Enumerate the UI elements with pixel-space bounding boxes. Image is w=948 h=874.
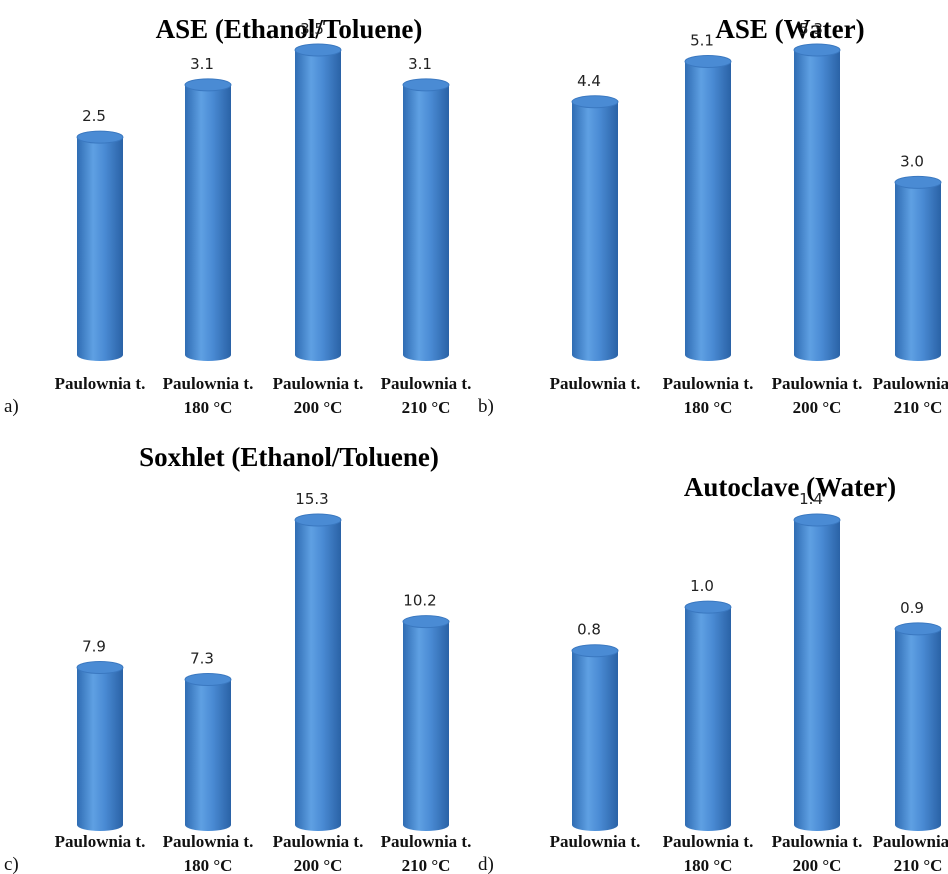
bar: [793, 513, 841, 831]
bar: [184, 78, 232, 361]
value-label: 10.2: [403, 592, 436, 610]
bar-top: [894, 622, 942, 636]
chart: Soxhlet (Ethanol/Toluene) 7.9 7.3 15.3 10.2: [76, 442, 450, 831]
bar: [793, 43, 841, 361]
bar: [684, 55, 732, 362]
bar-body: [403, 621, 449, 831]
value-label: 15.3: [295, 490, 328, 508]
bar-body: [572, 101, 618, 361]
bar-body: [185, 84, 231, 361]
x-tick-label: Paulownia t. 200 °C: [272, 374, 364, 417]
value-label: 3.5: [300, 20, 324, 38]
bar-body: [185, 679, 231, 831]
value-label: 1.0: [690, 577, 714, 595]
x-tick-label: Paulownia t.: [54, 374, 146, 393]
bar-top: [571, 644, 619, 658]
bar-body: [572, 650, 618, 831]
value-label: 1.4: [799, 490, 823, 508]
bar-body: [295, 50, 341, 361]
chart-panel: Soxhlet (Ethanol/Toluene) 7.9 7.3 15.3 10.2 P…: [0, 437, 474, 874]
value-label: 7.9: [82, 638, 106, 656]
x-tick-label: Paulownia t. 180 °C: [162, 374, 254, 417]
chart-title: ASE (Water): [715, 14, 864, 44]
bar: [894, 175, 942, 361]
x-tick-label: Paulownia t. 180 °C: [662, 374, 754, 417]
bar-top: [184, 672, 232, 686]
value-label: 7.3: [190, 649, 214, 667]
bar-top: [294, 513, 342, 527]
bar-body: [77, 137, 123, 361]
bar-body: [77, 667, 123, 831]
chart-panel: Autoclave (Water) 0.8 1.0 1.4 0.9 Paulownia t…: [474, 437, 948, 874]
panel-label: c): [4, 854, 19, 874]
value-label: 4.4: [577, 72, 601, 90]
x-tick-label: Paulownia t. 200 °C: [771, 832, 863, 874]
x-tick-label: Paulownia t. 180 °C: [662, 832, 754, 874]
bar-top: [793, 513, 841, 527]
bar-top: [294, 43, 342, 57]
bar: [76, 130, 124, 361]
x-tick-label: Paulownia t. 210 °C: [380, 832, 472, 874]
bar-top: [684, 55, 732, 69]
bar: [294, 43, 342, 361]
x-tick-label: Paulownia t. 200 °C: [272, 832, 364, 874]
bar-top: [684, 600, 732, 614]
bar-top: [76, 661, 124, 675]
bar-body: [895, 628, 941, 831]
x-tick-label: Paulownia t.: [549, 832, 641, 851]
value-label: 0.8: [577, 621, 601, 639]
panel-label: b): [478, 396, 494, 417]
bar-body: [685, 607, 731, 831]
bar-top: [793, 43, 841, 57]
bar: [684, 600, 732, 831]
bar: [571, 95, 619, 361]
chart: ASE (Water) 4.4 5.1 5.3 3.0: [571, 14, 942, 362]
x-tick-label: Paulownia t. 210 °C: [872, 374, 948, 417]
x-tick-label: Paulownia t. 210 °C: [380, 374, 472, 417]
panel-label: d): [478, 854, 494, 874]
value-label: 2.5: [82, 107, 106, 125]
bar-top: [402, 78, 450, 92]
bar-body: [295, 520, 341, 831]
bar-body: [403, 84, 449, 361]
value-label: 5.1: [690, 32, 714, 50]
panel-label: a): [4, 396, 19, 417]
x-tick-label: Paulownia t. 200 °C: [771, 374, 863, 417]
value-label: 3.1: [190, 55, 214, 73]
bar: [402, 615, 450, 831]
x-tick-label: Paulownia t.: [549, 374, 641, 393]
bar-body: [685, 61, 731, 362]
bar-top: [894, 175, 942, 189]
chart-panel: ASE (Water) 4.4 5.1 5.3 3.0 Paulownia t. Paulo…: [474, 0, 948, 437]
chart-panel: ASE (Ethanol/Toluene) 2.5 3.1 3.5 3.1 Paulown…: [0, 0, 474, 437]
bar: [571, 644, 619, 831]
bar-body: [794, 520, 840, 831]
value-label: 5.3: [799, 20, 823, 38]
bar: [894, 622, 942, 831]
bar: [184, 672, 232, 831]
chart: Autoclave (Water) 0.8 1.0 1.4 0.9: [571, 472, 942, 831]
bar-body: [794, 50, 840, 361]
bar-body: [895, 182, 941, 361]
bar: [402, 78, 450, 361]
value-label: 3.1: [408, 55, 432, 73]
value-label: 0.9: [900, 599, 924, 617]
chart: ASE (Ethanol/Toluene) 2.5 3.1 3.5 3.1: [76, 14, 450, 361]
bar: [294, 513, 342, 831]
x-tick-label: Paulownia t. 180 °C: [162, 832, 254, 874]
x-tick-label: Paulownia t.: [54, 832, 146, 851]
x-tick-label: Paulownia t. 210 °C: [872, 832, 948, 874]
bar: [76, 661, 124, 831]
bar-top: [571, 95, 619, 109]
chart-title: ASE (Ethanol/Toluene): [156, 14, 423, 44]
bar-top: [184, 78, 232, 92]
chart-title: Autoclave (Water): [684, 472, 896, 502]
chart-title: Soxhlet (Ethanol/Toluene): [139, 442, 439, 472]
bar-top: [402, 615, 450, 629]
value-label: 3.0: [900, 152, 924, 170]
bar-top: [76, 130, 124, 144]
